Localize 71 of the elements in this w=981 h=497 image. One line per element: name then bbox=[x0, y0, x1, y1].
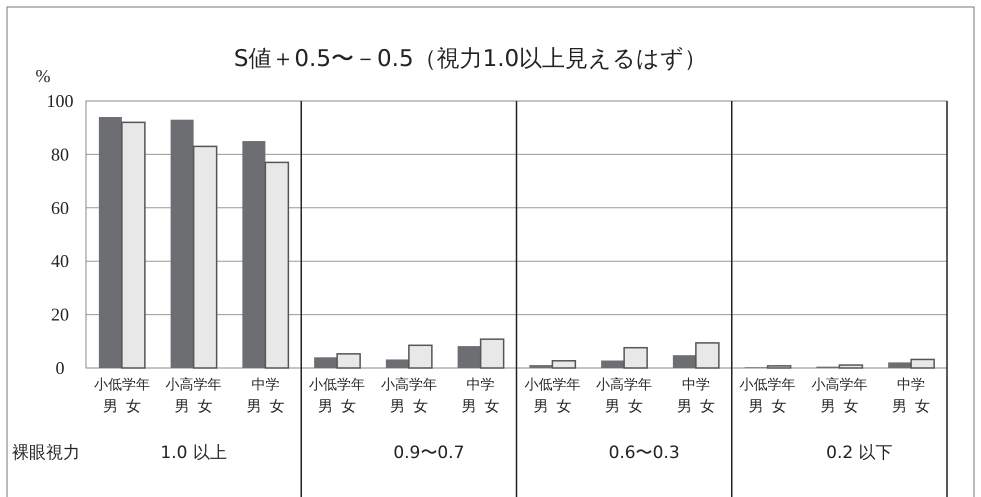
y-axis-title: % bbox=[36, 66, 50, 86]
text: 女 bbox=[412, 397, 428, 415]
x-tick-label: 小低学年 bbox=[524, 377, 580, 393]
text: 男 bbox=[820, 397, 836, 415]
y-tick-label: 40 bbox=[51, 251, 69, 272]
text: 0.6〜0.3 bbox=[608, 443, 680, 463]
text: 女 bbox=[628, 397, 644, 415]
x-tick-label: 中学 bbox=[682, 377, 710, 393]
bar bbox=[838, 364, 864, 369]
bar bbox=[242, 141, 266, 368]
text: 女 bbox=[915, 397, 930, 415]
bar bbox=[408, 344, 433, 369]
bar bbox=[98, 117, 122, 368]
y-tick-label: 20 bbox=[51, 304, 69, 325]
x-tick-label: 小低学年 bbox=[309, 377, 366, 393]
bar bbox=[529, 365, 552, 368]
bar bbox=[480, 338, 504, 369]
x-tick-label: 中学 bbox=[466, 377, 495, 393]
text: 0.2 以下 bbox=[826, 443, 893, 463]
text: 女 bbox=[843, 397, 858, 415]
x-tick-label: 中学 bbox=[251, 377, 280, 393]
bar bbox=[623, 346, 648, 369]
text: 女 bbox=[772, 397, 787, 415]
text: 女 bbox=[269, 397, 284, 415]
text: 女 bbox=[556, 397, 572, 415]
text: 1.0 以上 bbox=[160, 443, 227, 463]
bar bbox=[695, 342, 720, 369]
chart-title: S値＋0.5〜－0.5（視力1.0以上見えるはず） bbox=[234, 46, 708, 72]
bar bbox=[910, 358, 935, 369]
text: 女 bbox=[700, 397, 715, 415]
text: 男 bbox=[676, 397, 692, 415]
bar bbox=[121, 122, 146, 369]
series-label: 女 bbox=[126, 397, 141, 415]
bar bbox=[386, 359, 409, 368]
x-tick-label: 小高学年 bbox=[596, 377, 652, 393]
bar bbox=[192, 146, 218, 369]
y-tick-label: 0 bbox=[56, 358, 64, 378]
text: 男 bbox=[246, 397, 262, 415]
bar bbox=[336, 353, 361, 369]
x-tick-label: 小高学年 bbox=[811, 377, 868, 393]
x-tick-label: 小低学年 bbox=[94, 377, 150, 393]
x-tick-label: 中学 bbox=[897, 377, 926, 393]
text: 男 bbox=[533, 397, 548, 415]
x-tick-label: 小高学年 bbox=[166, 377, 222, 393]
bar bbox=[552, 360, 576, 369]
text: 裸眼視力 bbox=[12, 443, 80, 463]
text: 女 bbox=[198, 397, 213, 415]
series-label: 男 bbox=[102, 397, 118, 415]
text: 0.9〜0.7 bbox=[393, 443, 464, 463]
text: 男 bbox=[748, 397, 764, 415]
bar bbox=[888, 362, 912, 368]
bar bbox=[264, 162, 290, 369]
bar bbox=[314, 357, 338, 368]
bar bbox=[672, 355, 696, 368]
bar bbox=[170, 120, 194, 368]
y-tick-label: 80 bbox=[51, 144, 69, 164]
bar bbox=[601, 360, 624, 368]
text: 女 bbox=[341, 397, 356, 415]
text: 男 bbox=[462, 397, 477, 415]
text: 男 bbox=[892, 397, 908, 415]
bar bbox=[766, 365, 792, 369]
text: 男 bbox=[174, 397, 190, 415]
y-tick-label: 60 bbox=[51, 198, 69, 218]
text: 男 bbox=[318, 397, 334, 415]
text: 女 bbox=[484, 397, 500, 415]
x-tick-label: 小低学年 bbox=[740, 377, 796, 393]
x-tick-label: 小高学年 bbox=[380, 377, 437, 393]
bar bbox=[458, 346, 481, 368]
y-tick-label: 100 bbox=[46, 91, 74, 111]
text: 男 bbox=[390, 397, 405, 415]
text: 男 bbox=[605, 397, 620, 415]
